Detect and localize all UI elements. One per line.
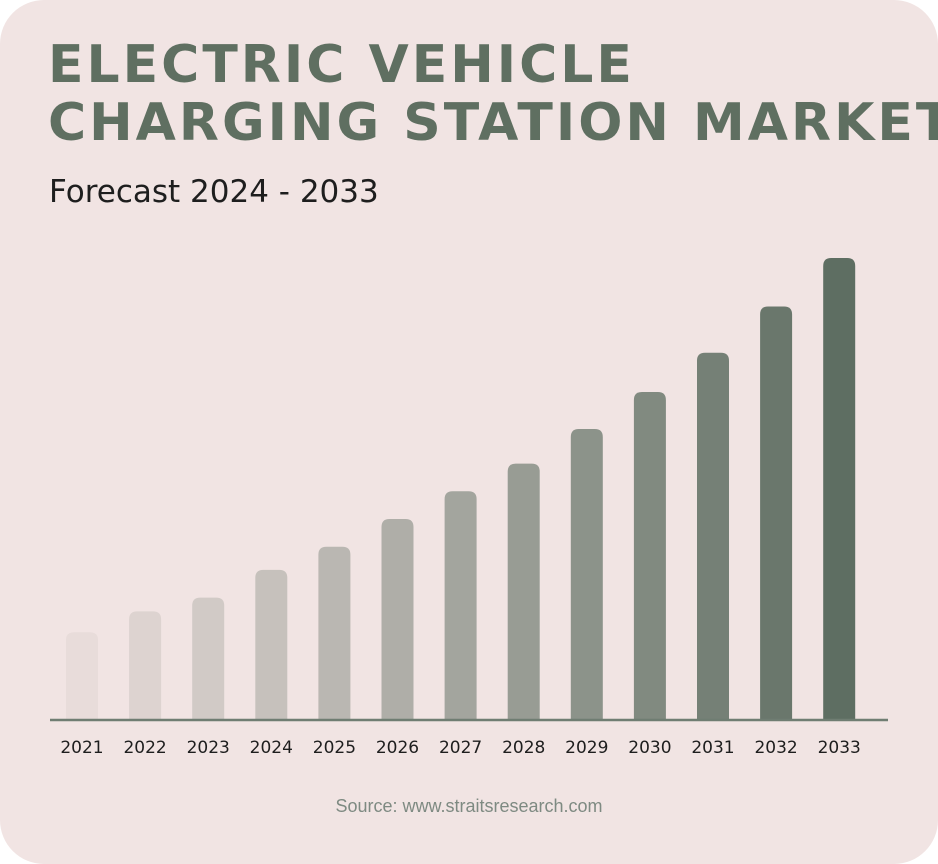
x-tick-label: 2032 <box>754 738 797 758</box>
x-tick-label: 2024 <box>250 738 293 758</box>
bar-2023 <box>192 597 225 720</box>
chart-title-line-1: ELECTRIC VEHICLE <box>48 35 635 95</box>
x-tick-label: 2023 <box>187 738 230 758</box>
bar-2025 <box>318 546 351 720</box>
chart-title: ELECTRIC VEHICLE CHARGING STATION MARKET <box>48 36 938 152</box>
x-tick-label: 2025 <box>313 738 356 758</box>
x-tick-label: 2031 <box>691 738 734 758</box>
x-tick-label: 2027 <box>439 738 482 758</box>
x-tick-label: 2026 <box>376 738 419 758</box>
chart-title-line-2: CHARGING STATION MARKET <box>48 93 938 153</box>
x-tick-labels: 2021 2022 2023 2024 2025 2026 2027 2028 2029 2030… <box>60 738 860 758</box>
bars-group <box>66 258 856 720</box>
bar-2027 <box>444 491 477 720</box>
x-tick-label: 2022 <box>123 738 166 758</box>
bar-2024 <box>255 569 288 720</box>
chart-subtitle: Forecast 2024 - 2033 <box>49 174 379 210</box>
x-tick-label: 2029 <box>565 738 608 758</box>
bar-2026 <box>381 519 414 720</box>
source-note: Source: www.straitsresearch.com <box>335 796 603 816</box>
bar-2029 <box>570 428 603 720</box>
bar-2032 <box>760 306 793 720</box>
x-tick-label: 2021 <box>60 738 103 758</box>
bar-2022 <box>129 611 162 720</box>
bar-2028 <box>507 463 540 720</box>
bar-2021 <box>66 632 98 720</box>
bar-2031 <box>697 352 729 720</box>
x-tick-label: 2030 <box>628 738 671 758</box>
bar-2033 <box>823 258 856 720</box>
x-tick-label: 2028 <box>502 738 545 758</box>
x-tick-label: 2033 <box>818 738 861 758</box>
bar-2030 <box>633 391 666 720</box>
